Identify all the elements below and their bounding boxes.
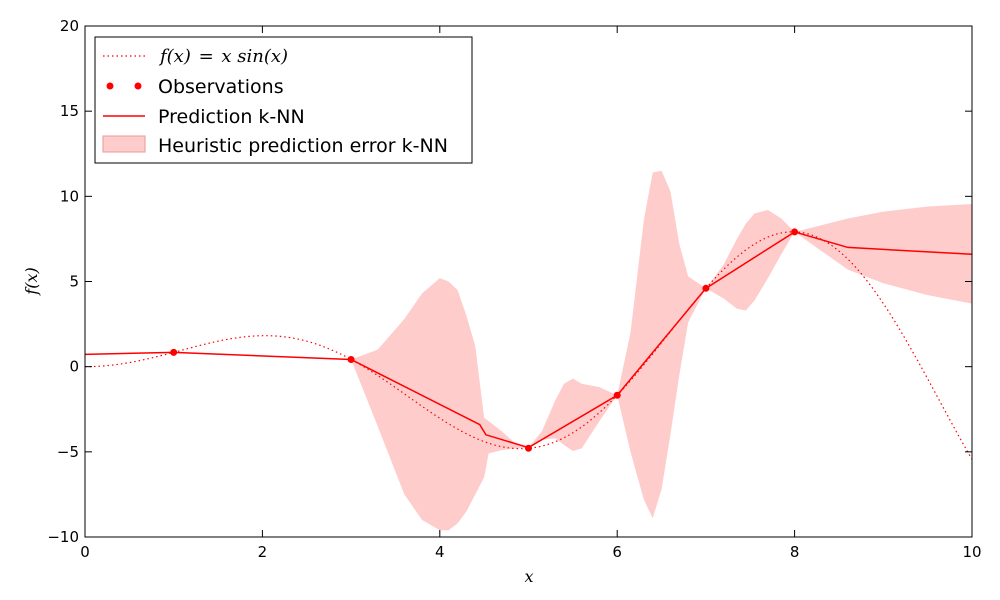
legend-observations-marker-2 <box>134 82 142 90</box>
observation-point <box>791 228 799 236</box>
y-tick-label: 0 <box>69 358 79 376</box>
y-tick-label: 15 <box>60 102 79 120</box>
y-tick-label: −10 <box>47 528 79 546</box>
observation-point <box>702 284 710 292</box>
y-tick-label: 5 <box>69 273 79 291</box>
observation-point <box>347 356 355 364</box>
legend-observations-marker-1 <box>106 82 114 90</box>
x-tick-label: 4 <box>435 543 445 561</box>
x-tick-label: 8 <box>790 543 800 561</box>
legend-formula-eq: = <box>199 46 214 67</box>
y-axis-label: f(x) <box>22 267 41 295</box>
x-tick-label: 10 <box>962 543 981 561</box>
observation-point <box>613 391 621 399</box>
x-tick-label: 0 <box>80 543 90 561</box>
observation-point <box>525 444 532 452</box>
y-tick-label: 20 <box>60 17 79 35</box>
legend-box <box>94 36 473 164</box>
legend-prediction-label: Prediction k-NN <box>158 106 305 128</box>
legend-formula-rhs: x sin(x) <box>221 46 288 67</box>
ticks: 0 2 4 6 8 10 −10 −5 0 5 10 15 20 <box>47 17 981 561</box>
legend-error-label: Heuristic prediction error k-NN <box>158 135 448 157</box>
plot-area <box>85 170 972 531</box>
legend-formula-lhs: f(x) <box>158 46 191 67</box>
x-axis-label: x <box>524 567 533 586</box>
y-tick-label: −5 <box>57 443 79 461</box>
x-tick-label: 6 <box>612 543 622 561</box>
observation-point <box>170 348 178 356</box>
y-tick-label: 10 <box>60 187 79 205</box>
x-tick-label: 2 <box>258 543 268 561</box>
legend-error-swatch <box>102 135 146 153</box>
legend-function-label: f(x) = x sin(x) <box>158 46 288 67</box>
legend: f(x) = x sin(x) Observations Prediction … <box>94 36 473 164</box>
legend-observations-label: Observations <box>158 76 284 98</box>
